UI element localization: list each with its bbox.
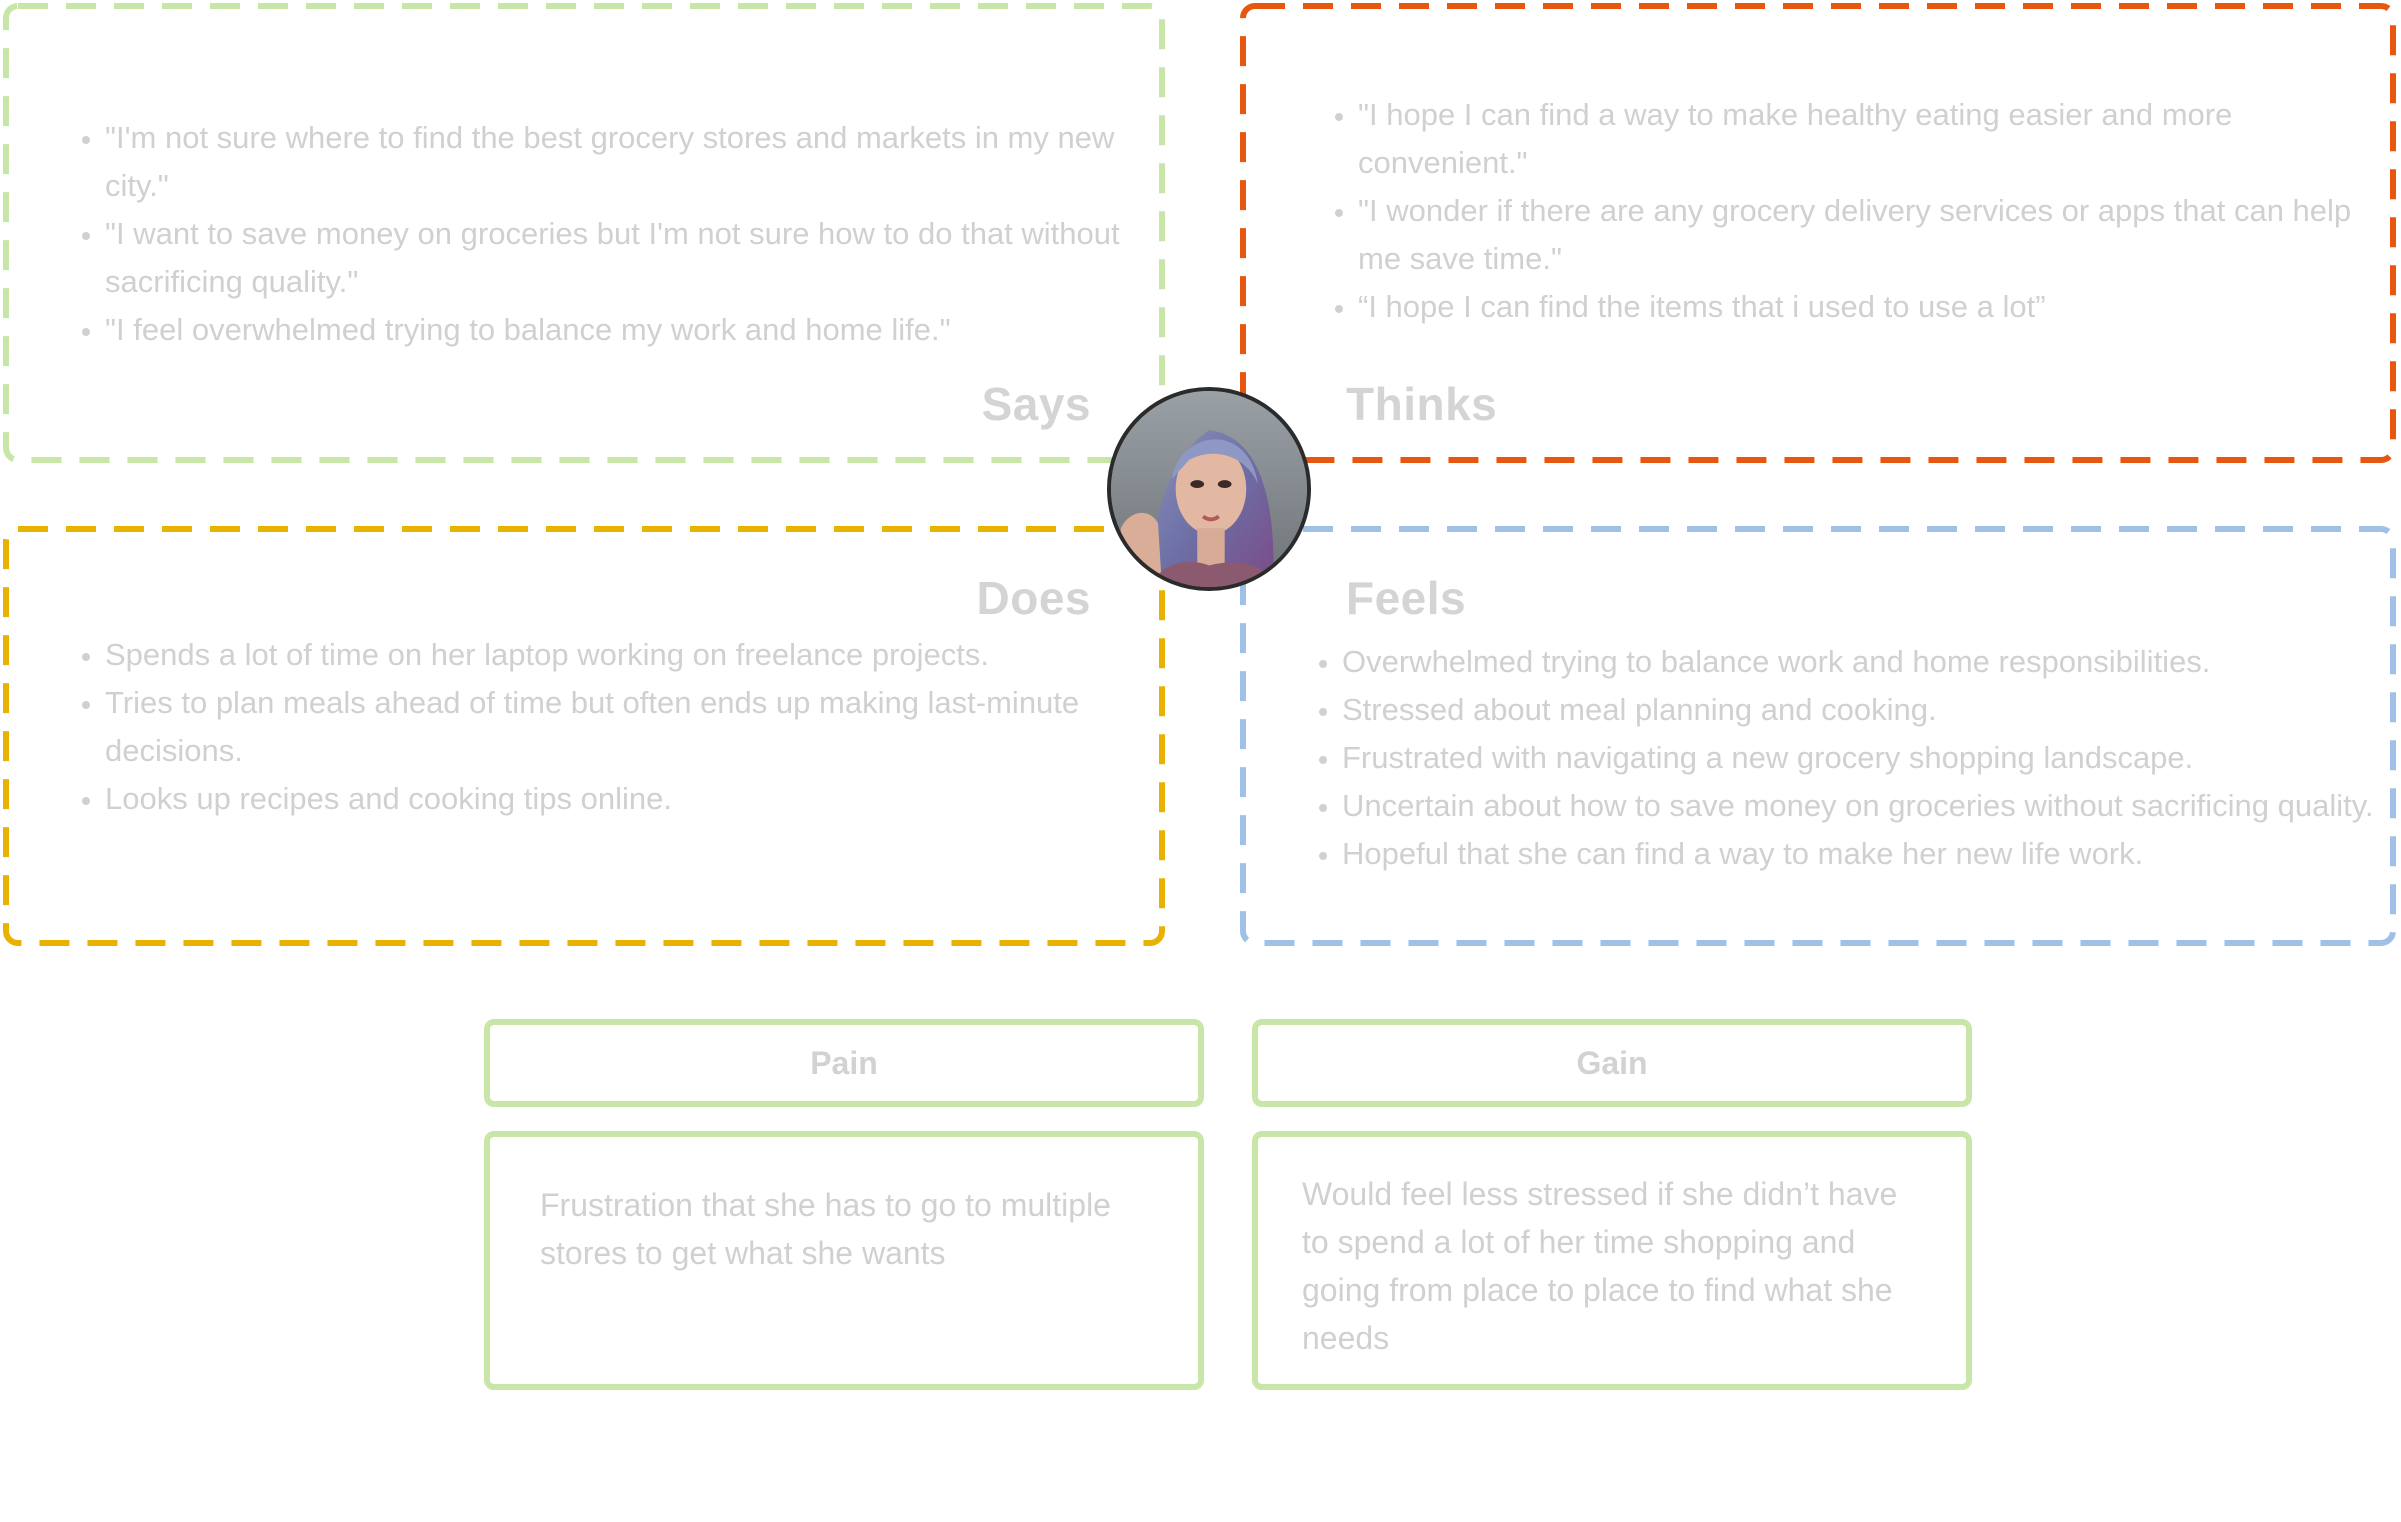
thinks-quadrant: "I hope I can find a way to make healthy… [1240,3,2396,463]
does-quadrant: Does Spends a lot of time on her laptop … [3,526,1165,946]
feels-list: Overwhelmed trying to balance work and h… [1308,638,2401,878]
gain-text: Would feel less stressed if she didn’t h… [1302,1176,1898,1356]
gain-card: Would feel less stressed if she didn’t h… [1252,1131,1972,1390]
does-dashed-border [3,526,1165,946]
does-title: Does [976,572,1091,624]
does-list: Spends a lot of time on her laptop worki… [71,631,1115,823]
thinks-list: "I hope I can find a way to make healthy… [1324,91,2368,331]
list-item: Looks up recipes and cooking tips online… [105,775,1115,823]
list-item: Tries to plan meals ahead of time but of… [105,679,1115,775]
user-portrait-icon [1111,391,1307,587]
pain-header: Pain [484,1019,1204,1107]
list-item: “I hope I can find the items that i used… [1358,283,2368,331]
feels-title: Feels [1346,572,1467,624]
list-item: "I hope I can find a way to make healthy… [1358,91,2368,187]
thinks-title: Thinks [1346,378,1498,430]
list-item: Stressed about meal planning and cooking… [1342,686,2401,734]
list-item: "I wonder if there are any grocery deliv… [1358,187,2368,283]
list-item: Uncertain about how to save money on gro… [1342,782,2401,830]
gain-header: Gain [1252,1019,1972,1107]
says-title: Says [981,378,1091,430]
feels-dashed-border [1240,526,2396,946]
thinks-dashed-border [1240,3,2396,463]
list-item: "I feel overwhelmed trying to balance my… [105,306,1135,354]
pain-title: Pain [810,1044,878,1081]
says-list: "I'm not sure where to find the best gro… [71,114,1135,354]
gain-title: Gain [1576,1044,1648,1081]
says-dashed-border [3,3,1165,463]
says-quadrant: "I'm not sure where to find the best gro… [3,3,1165,463]
list-item: Hopeful that she can find a way to make … [1342,830,2401,878]
pain-text: Frustration that she has to go to multip… [540,1187,1111,1271]
pain-card: Frustration that she has to go to multip… [484,1131,1204,1390]
list-item: "I'm not sure where to find the best gro… [105,114,1135,210]
list-item: Frustrated with navigating a new grocery… [1342,734,2401,782]
avatar [1107,387,1311,591]
list-item: "I want to save money on groceries but I… [105,210,1135,306]
feels-quadrant: Feels Overwhelmed trying to balance work… [1240,526,2396,946]
list-item: Spends a lot of time on her laptop worki… [105,631,1115,679]
list-item: Overwhelmed trying to balance work and h… [1342,638,2401,686]
